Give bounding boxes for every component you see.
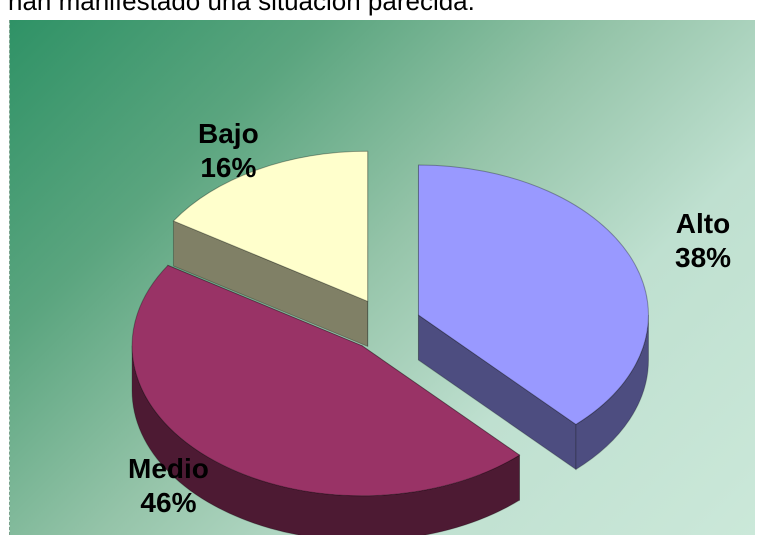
- slice-alto: [417, 164, 649, 425]
- chart-area: Alto 38% Medio 46% Bajo 16%: [9, 20, 755, 535]
- label-bajo-name: Bajo: [198, 118, 259, 149]
- label-medio-name: Medio: [128, 453, 209, 484]
- slice-medio: [131, 264, 521, 497]
- label-medio-pct: 46%: [140, 487, 197, 518]
- label-bajo: Bajo 16%: [198, 117, 259, 185]
- label-medio: Medio 46%: [128, 452, 209, 520]
- label-alto: Alto 38%: [675, 207, 731, 275]
- slice-side-alto-0: [575, 315, 649, 471]
- pie-chart: [131, 150, 649, 535]
- label-bajo-pct: 16%: [200, 152, 257, 183]
- label-alto-name: Alto: [675, 208, 731, 239]
- intro-text: han manifestado una situación parecida.: [8, 0, 475, 16]
- slice-bajo: [172, 150, 369, 303]
- label-alto-pct: 38%: [675, 242, 732, 273]
- slice-wall-bajo-0: [172, 220, 369, 348]
